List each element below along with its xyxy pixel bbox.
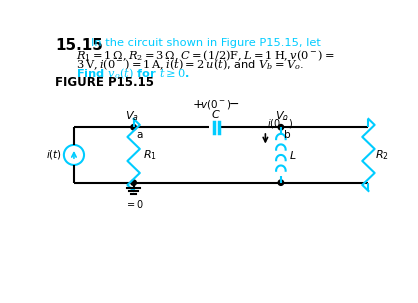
Text: $V_o$: $V_o$ (275, 110, 289, 123)
Circle shape (131, 125, 136, 130)
Text: FIGURE P15.15: FIGURE P15.15 (55, 76, 154, 89)
Text: −: − (228, 98, 239, 111)
Text: In the circuit shown in Figure P15.15, let: In the circuit shown in Figure P15.15, l… (91, 38, 321, 48)
Text: b: b (284, 129, 291, 139)
Text: $R_2$: $R_2$ (375, 148, 388, 162)
Text: $L$: $L$ (289, 149, 297, 161)
Text: $V_a$: $V_a$ (125, 110, 139, 123)
Circle shape (278, 180, 283, 185)
Text: $= 0$: $= 0$ (125, 198, 145, 210)
Text: $C$: $C$ (211, 108, 221, 119)
Text: $i(0^-)$: $i(0^-)$ (267, 117, 293, 129)
Text: $3\,\mathrm{V}, i(0^-) = 1\,\mathrm{A}, i(t) = 2\,u(t)$, and $V_b = V_o$.: $3\,\mathrm{V}, i(0^-) = 1\,\mathrm{A}, … (76, 57, 303, 72)
Text: $i(t)$: $i(t)$ (46, 148, 62, 161)
Text: a: a (137, 129, 143, 139)
Text: $v(0^-)$: $v(0^-)$ (200, 98, 232, 111)
Text: 15.15: 15.15 (55, 38, 103, 53)
Text: $R_1$: $R_1$ (143, 148, 157, 162)
Circle shape (131, 180, 136, 185)
Text: $R_1 = 1\,\Omega, R_2 = 3\,\Omega, C = (1/2)\mathrm{F}, L = 1\,\mathrm{H}, v(0^-: $R_1 = 1\,\Omega, R_2 = 3\,\Omega, C = (… (76, 48, 334, 62)
Text: Find $v_o(t)$ for $t \geq 0$.: Find $v_o(t)$ for $t \geq 0$. (76, 66, 189, 81)
Text: +: + (193, 98, 203, 111)
Circle shape (278, 125, 283, 130)
